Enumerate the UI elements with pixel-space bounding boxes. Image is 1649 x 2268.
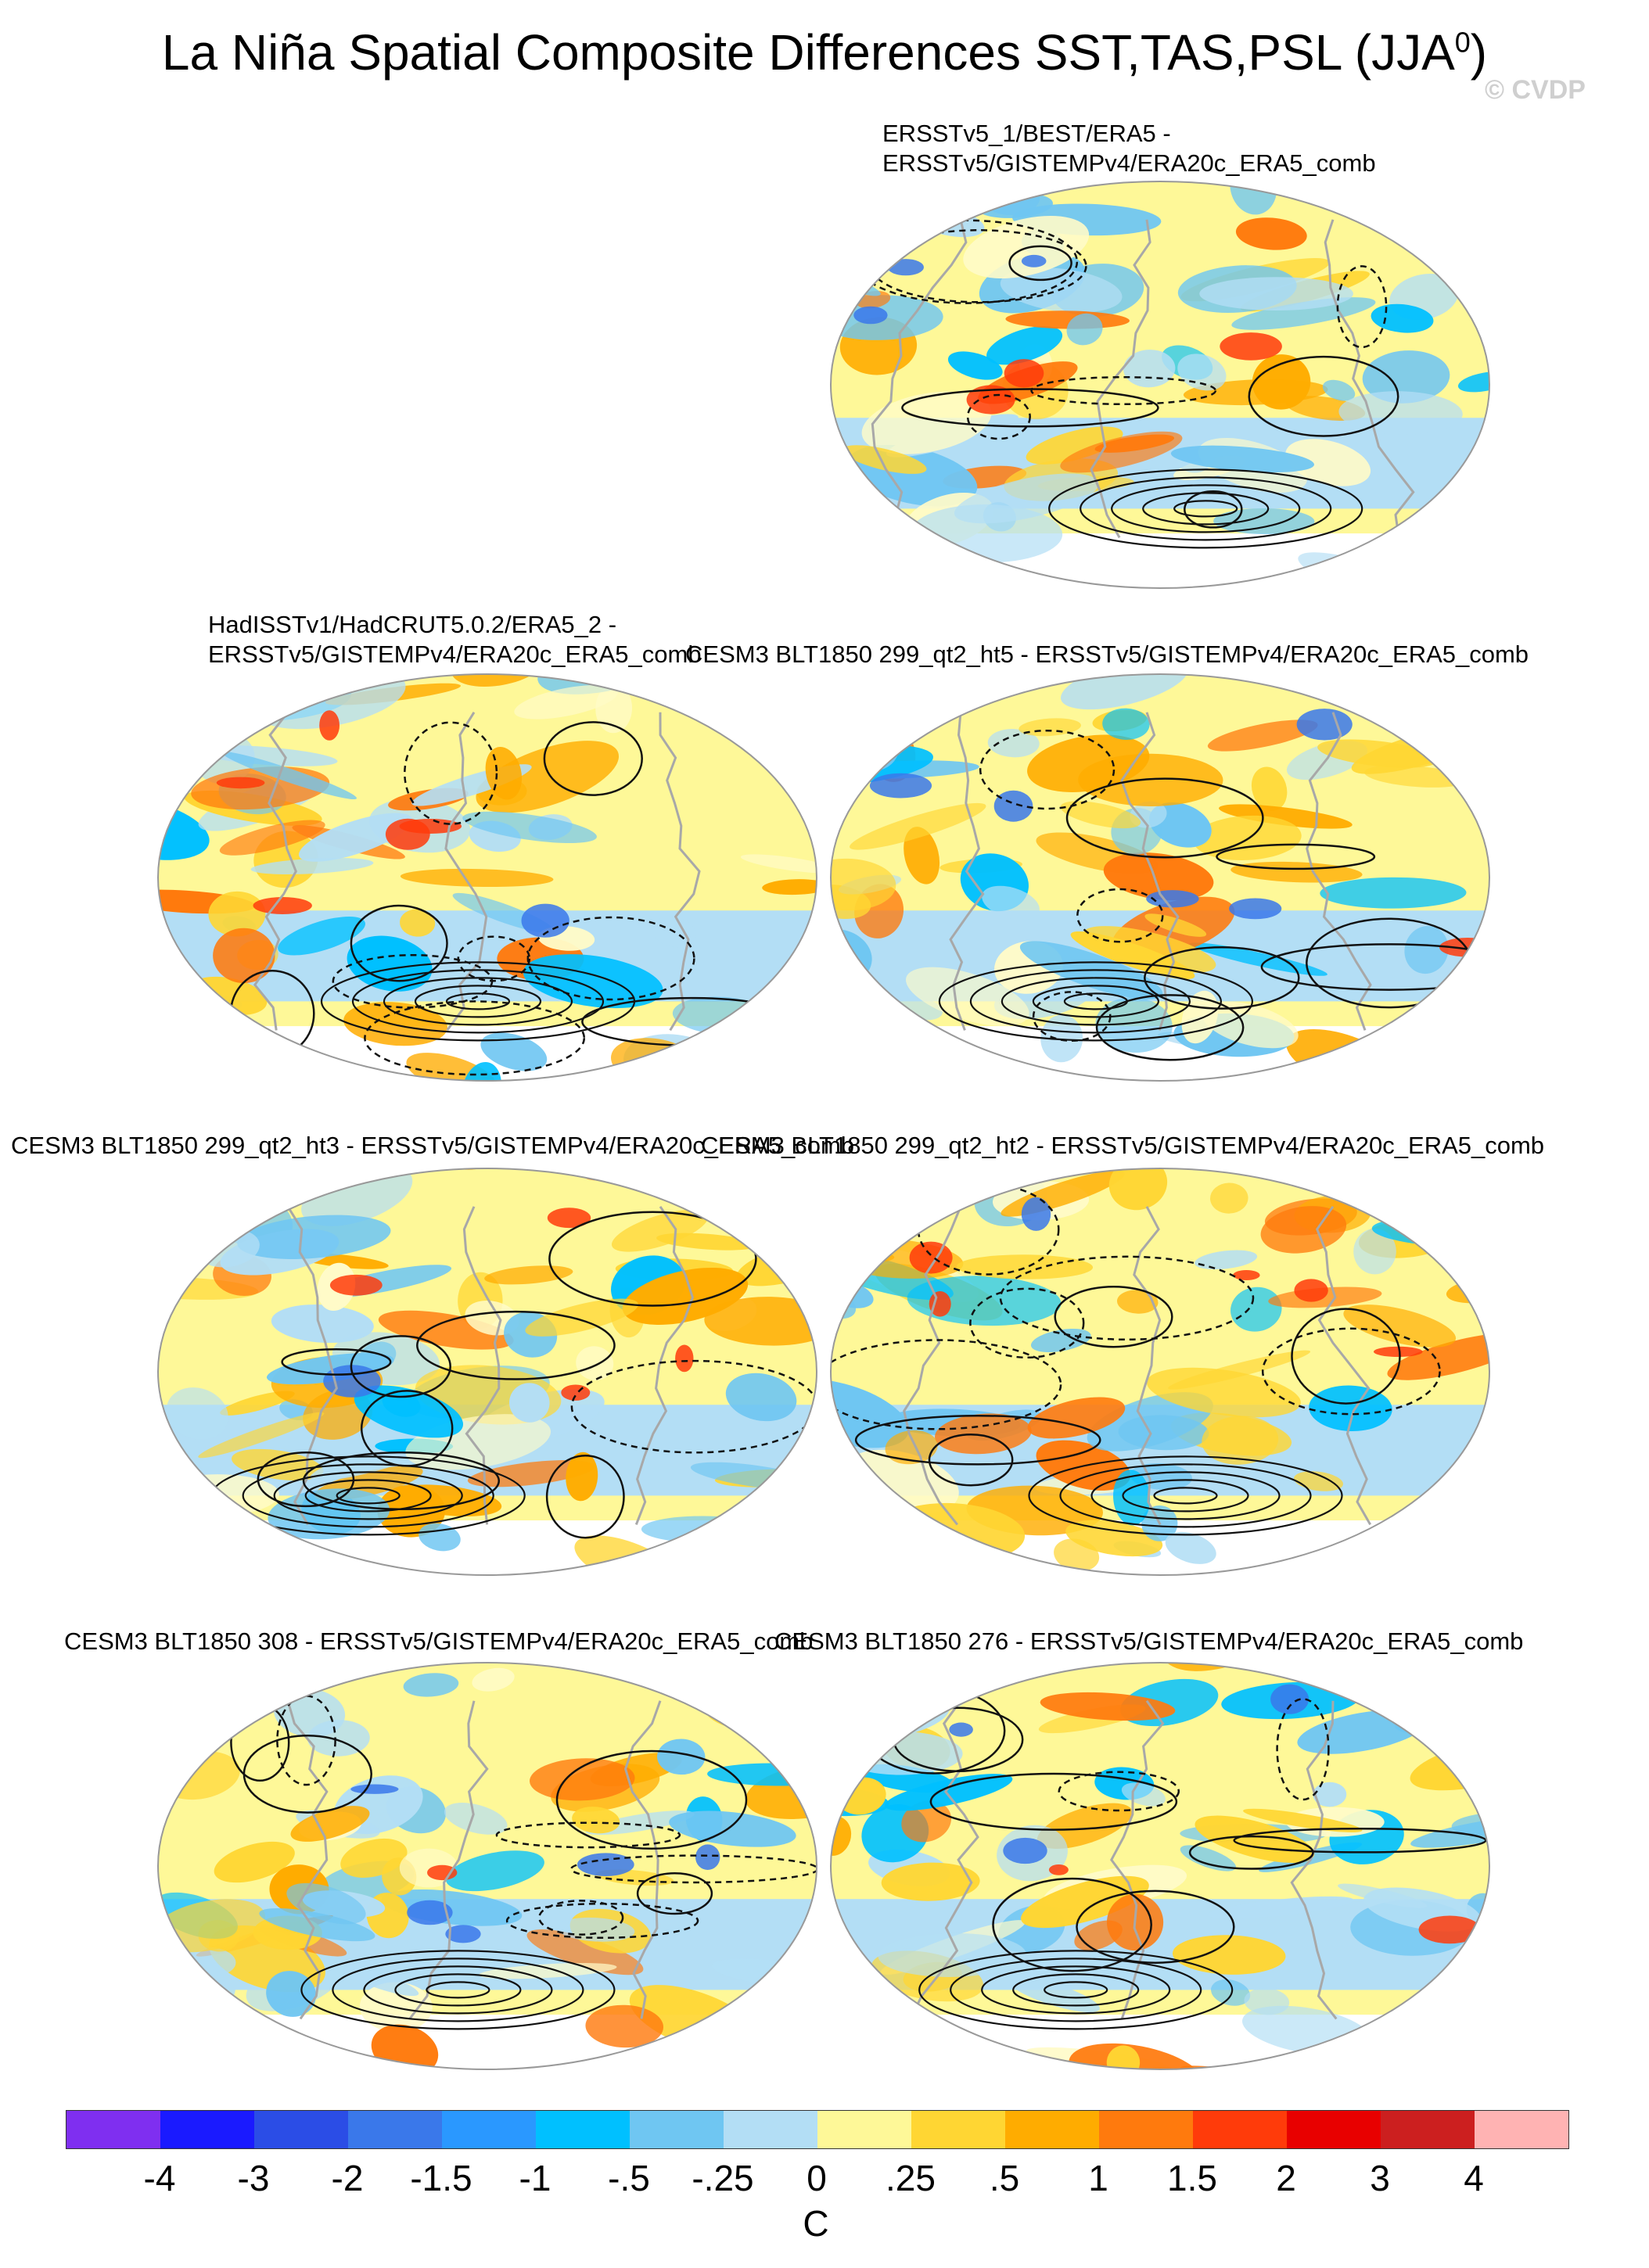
composite-map-2 — [157, 673, 817, 1082]
colorbar-tick-label: -3 — [237, 2158, 270, 2198]
colorbar-swatch — [724, 2111, 817, 2148]
panel-title-6: CESM3 BLT1850 308 - ERSSTv5/GISTEMPv4/ER… — [64, 1627, 814, 1655]
panel-title-3: CESM3 BLT1850 299_qt2_ht5 - ERSSTv5/GIST… — [685, 641, 1529, 668]
figure-title: La Niña Spatial Composite Differences SS… — [161, 24, 1488, 81]
colorbar — [66, 2110, 1569, 2149]
colorbar-tick-label: 4 — [1464, 2158, 1484, 2198]
colorbar-swatch — [1193, 2111, 1287, 2148]
colorbar-tick-label: -2 — [331, 2158, 364, 2198]
colorbar-swatch — [1381, 2111, 1475, 2148]
colorbar-tick-label: .25 — [886, 2158, 936, 2198]
panel-title-1: ERSSTv5_1/BEST/ERA5 - ERSSTv5/GISTEMPv4/E… — [882, 120, 1376, 177]
colorbar-tick-label: -.25 — [692, 2158, 754, 2198]
colorbar-tick-label: -1.5 — [410, 2158, 472, 2198]
panel-title-5: CESM3 BLT1850 299_qt2_ht2 - ERSSTv5/GIST… — [701, 1132, 1545, 1159]
colorbar-tick-label: .5 — [989, 2158, 1020, 2198]
colorbar-swatch — [1475, 2111, 1568, 2148]
colorbar-tick-label: 3 — [1370, 2158, 1390, 2198]
composite-map-6 — [157, 1662, 817, 2070]
panel-title-2: HadISSTv1/HadCRUT5.0.2/ERA5_2 - ERSSTv5/G… — [208, 611, 702, 668]
colorbar-tick-label: -1 — [519, 2158, 551, 2198]
colorbar-swatch — [536, 2111, 630, 2148]
colorbar-units: C — [803, 2203, 829, 2244]
colorbar-swatch — [160, 2111, 254, 2148]
cvdp-watermark: © CVDP — [1485, 75, 1586, 105]
panel-title-4: CESM3 BLT1850 299_qt2_ht3 - ERSSTv5/GIST… — [11, 1132, 855, 1159]
colorbar-swatch — [1005, 2111, 1099, 2148]
colorbar-swatch — [817, 2111, 911, 2148]
colorbar-swatch — [1099, 2111, 1193, 2148]
colorbar-swatch — [254, 2111, 348, 2148]
colorbar-tick-label: -4 — [143, 2158, 176, 2198]
composite-map-3 — [830, 673, 1490, 1082]
composite-map-4 — [157, 1168, 817, 1576]
colorbar-tick-label: 1.5 — [1167, 2158, 1217, 2198]
colorbar-swatch — [630, 2111, 724, 2148]
colorbar-tick-label: 0 — [807, 2158, 827, 2198]
colorbar-swatch — [66, 2111, 160, 2148]
colorbar-swatch — [1287, 2111, 1381, 2148]
colorbar-tick-label: 2 — [1276, 2158, 1296, 2198]
colorbar-swatch — [348, 2111, 442, 2148]
panel-title-7: CESM3 BLT1850 276 - ERSSTv5/GISTEMPv4/ER… — [774, 1627, 1524, 1655]
composite-map-7 — [830, 1662, 1490, 2070]
colorbar-swatch — [911, 2111, 1005, 2148]
colorbar-tick-label: -.5 — [608, 2158, 650, 2198]
composite-map-5 — [830, 1168, 1490, 1576]
composite-map-1 — [830, 181, 1490, 589]
colorbar-tick-label: 1 — [1088, 2158, 1108, 2198]
colorbar-swatch — [442, 2111, 536, 2148]
